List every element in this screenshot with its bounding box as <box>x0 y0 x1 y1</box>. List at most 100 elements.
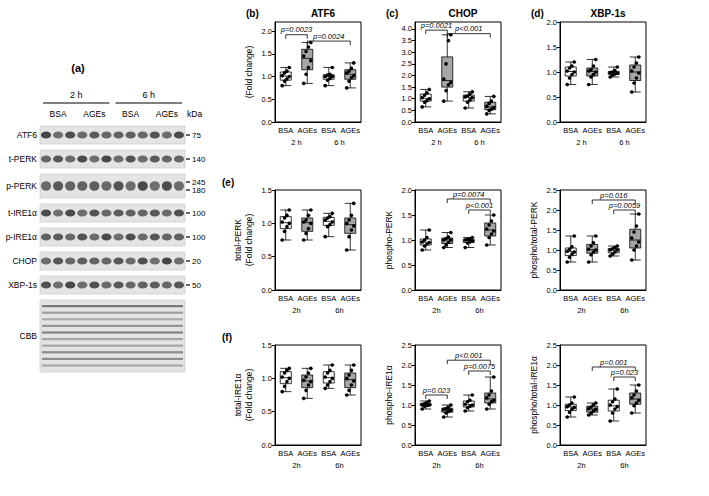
svg-text:BSA: BSA <box>278 294 293 303</box>
svg-text:p<0.001: p<0.001 <box>454 351 482 360</box>
svg-text:phospho/total-IRE1α: phospho/total-IRE1α <box>529 356 539 434</box>
svg-text:2h: 2h <box>292 461 300 470</box>
svg-text:0.5: 0.5 <box>402 261 412 270</box>
svg-text:(b): (b) <box>246 8 259 19</box>
svg-text:p=0.0023: p=0.0023 <box>280 25 313 34</box>
svg-text:(Fold change): (Fold change) <box>244 46 254 99</box>
svg-text:p=0.0074: p=0.0074 <box>452 190 485 199</box>
svg-text:p=0.023: p=0.023 <box>610 368 639 377</box>
svg-text:1.5: 1.5 <box>262 341 272 350</box>
svg-text:0.5: 0.5 <box>262 407 272 416</box>
svg-text:(a): (a) <box>71 62 85 74</box>
svg-text:t-PERK: t-PERK <box>9 154 38 164</box>
svg-text:1.0: 1.0 <box>402 401 412 410</box>
svg-text:2.0: 2.0 <box>547 18 557 27</box>
svg-text:0.0: 0.0 <box>547 118 557 127</box>
svg-text:p<0.001: p<0.001 <box>454 24 482 33</box>
svg-text:20: 20 <box>192 257 201 266</box>
svg-text:BSA: BSA <box>418 449 433 458</box>
svg-text:1.0: 1.0 <box>262 72 272 81</box>
svg-text:2h: 2h <box>292 306 300 315</box>
svg-text:(Fold change): (Fold change) <box>244 369 254 422</box>
svg-text:AGEs: AGEs <box>340 126 360 135</box>
svg-text:2.5: 2.5 <box>402 59 412 68</box>
svg-text:BSA: BSA <box>50 109 67 119</box>
svg-text:BSA: BSA <box>563 126 578 135</box>
svg-text:2h: 2h <box>577 306 585 315</box>
svg-text:2 h: 2 h <box>291 138 301 147</box>
svg-text:2 h: 2 h <box>431 138 441 147</box>
svg-text:1.5: 1.5 <box>547 381 557 390</box>
svg-text:0.5: 0.5 <box>402 421 412 430</box>
svg-text:2.0: 2.0 <box>402 71 412 80</box>
svg-text:1.5: 1.5 <box>402 83 412 92</box>
svg-text:p-PERK: p-PERK <box>6 181 37 191</box>
svg-text:kDa: kDa <box>187 109 202 119</box>
svg-text:BSA: BSA <box>461 449 476 458</box>
svg-text:6h: 6h <box>475 461 483 470</box>
svg-text:2.0: 2.0 <box>402 361 412 370</box>
svg-text:1.0: 1.0 <box>547 246 557 255</box>
svg-text:2.5: 2.5 <box>547 186 557 195</box>
svg-text:AGEs: AGEs <box>480 126 500 135</box>
svg-text:0.0: 0.0 <box>262 118 272 127</box>
svg-text:BSA: BSA <box>563 294 578 303</box>
svg-text:BSA: BSA <box>461 126 476 135</box>
svg-text:0.5: 0.5 <box>402 106 412 115</box>
svg-text:1.0: 1.0 <box>547 68 557 77</box>
svg-text:6h: 6h <box>335 306 343 315</box>
svg-text:3.0: 3.0 <box>402 48 412 57</box>
svg-text:0.0: 0.0 <box>547 441 557 450</box>
svg-text:2h: 2h <box>577 461 585 470</box>
svg-text:2.0: 2.0 <box>262 27 272 36</box>
svg-text:0.0: 0.0 <box>402 118 412 127</box>
svg-text:AGEs: AGEs <box>437 126 457 135</box>
svg-text:AGEs: AGEs <box>297 294 317 303</box>
svg-text:AGEs: AGEs <box>156 109 178 119</box>
svg-text:p=0.0075: p=0.0075 <box>463 362 496 371</box>
svg-text:6h: 6h <box>475 306 483 315</box>
svg-text:p-IRE1α: p-IRE1α <box>6 232 37 242</box>
svg-text:BSA: BSA <box>606 126 621 135</box>
svg-text:p<0.001: p<0.001 <box>465 201 493 210</box>
svg-text:1.0: 1.0 <box>402 94 412 103</box>
svg-text:AGEs: AGEs <box>625 449 645 458</box>
svg-text:(f): (f) <box>222 332 232 343</box>
svg-text:0.5: 0.5 <box>547 93 557 102</box>
svg-text:(d): (d) <box>531 8 544 19</box>
svg-text:p=0.001: p=0.001 <box>599 358 627 367</box>
svg-text:phospho-IRE1α: phospho-IRE1α <box>384 365 394 424</box>
svg-text:AGEs: AGEs <box>437 449 457 458</box>
svg-text:140: 140 <box>192 155 206 164</box>
svg-text:4.0: 4.0 <box>402 24 412 33</box>
svg-text:BSA: BSA <box>563 449 578 458</box>
svg-text:1.5: 1.5 <box>402 211 412 220</box>
svg-text:2.0: 2.0 <box>547 206 557 215</box>
svg-text:AGEs: AGEs <box>582 294 602 303</box>
svg-text:CHOP: CHOP <box>12 256 37 266</box>
svg-text:0.0: 0.0 <box>402 441 412 450</box>
svg-text:BSA: BSA <box>418 126 433 135</box>
svg-text:(e): (e) <box>222 177 234 188</box>
svg-text:BSA: BSA <box>321 294 336 303</box>
svg-text:2.5: 2.5 <box>402 341 412 350</box>
svg-text:1.5: 1.5 <box>402 381 412 390</box>
svg-text:(c): (c) <box>386 8 398 19</box>
svg-text:3.5: 3.5 <box>402 36 412 45</box>
svg-text:BSA: BSA <box>122 109 139 119</box>
svg-text:75: 75 <box>192 131 201 140</box>
svg-text:XBP-1s: XBP-1s <box>8 280 37 290</box>
svg-text:2 h: 2 h <box>70 90 83 100</box>
svg-text:p=0.0059: p=0.0059 <box>608 201 641 210</box>
svg-text:2h: 2h <box>432 306 440 315</box>
svg-text:0.5: 0.5 <box>547 266 557 275</box>
svg-text:2.0: 2.0 <box>547 361 557 370</box>
svg-text:BSA: BSA <box>461 294 476 303</box>
svg-text:AGEs: AGEs <box>480 449 500 458</box>
svg-text:XBP-1s: XBP-1s <box>590 8 625 19</box>
svg-text:1.0: 1.0 <box>547 401 557 410</box>
svg-text:2.0: 2.0 <box>402 186 412 195</box>
svg-text:BSA: BSA <box>321 126 336 135</box>
svg-text:0.0: 0.0 <box>402 286 412 295</box>
svg-text:1.5: 1.5 <box>262 49 272 58</box>
